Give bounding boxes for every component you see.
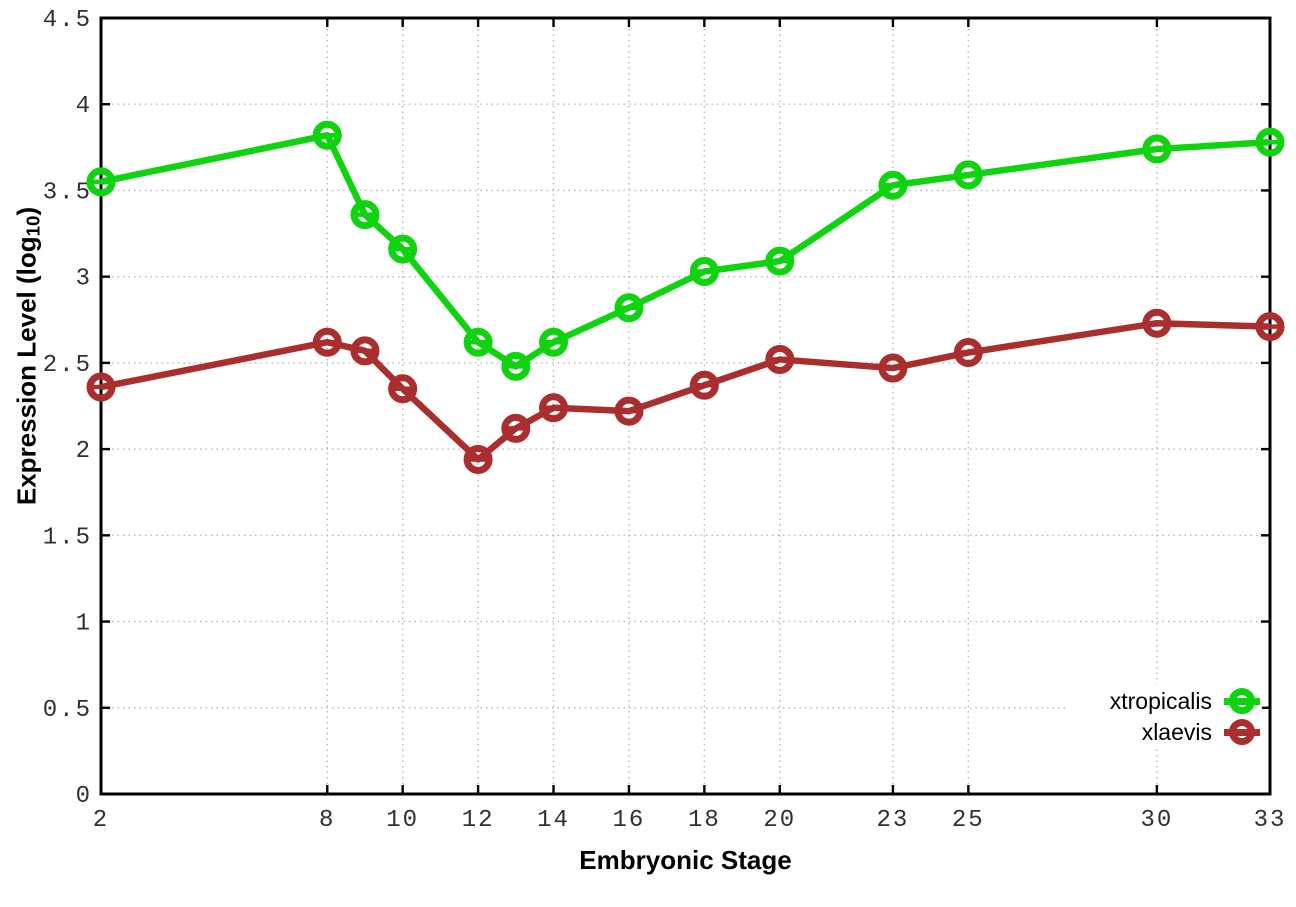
y-tick-label: 3.5 — [43, 179, 92, 206]
data-point-xlaevis — [388, 374, 418, 404]
x-tick-label: 30 — [1140, 807, 1173, 834]
data-point-xtropicalis — [765, 246, 795, 276]
data-point-xlaevis — [953, 338, 983, 368]
data-point-xlaevis — [1142, 308, 1172, 338]
x-tick-label: 10 — [386, 807, 419, 834]
data-point-xlaevis — [689, 370, 719, 400]
data-point-xtropicalis — [878, 170, 908, 200]
data-point-xtropicalis — [953, 160, 983, 190]
y-tick-label: 2 — [76, 438, 92, 465]
data-point-xlaevis — [463, 444, 493, 474]
legend: xtropicalis xlaevis — [1065, 684, 1262, 749]
plot-border — [99, 16, 1272, 796]
data-point-xlaevis — [878, 353, 908, 383]
data-point-xtropicalis — [539, 327, 569, 357]
x-tick-label: 8 — [319, 807, 335, 834]
y-tick-label: 2.5 — [43, 352, 92, 379]
data-point-xtropicalis — [501, 351, 531, 381]
data-point-xlaevis — [86, 372, 116, 402]
legend-entry-xlaevis: xlaevis — [1142, 719, 1260, 745]
data-point-xtropicalis — [1255, 127, 1285, 157]
x-tick-label: 23 — [876, 807, 909, 834]
y-axis-title: Expression Level (log10) — [11, 207, 44, 506]
legend-label-xtropicalis: xtropicalis — [1109, 688, 1212, 714]
data-point-xtropicalis — [463, 327, 493, 357]
data-point-xlaevis — [765, 344, 795, 374]
x-tick-label: 20 — [763, 807, 796, 834]
y-tick-label: 4 — [76, 93, 92, 120]
x-tick-label: 18 — [688, 807, 721, 834]
y-tick-label: 4.5 — [43, 7, 92, 34]
x-tick-label: 2 — [93, 807, 109, 834]
x-tick-label: 25 — [952, 807, 985, 834]
y-tick-label: 1.5 — [43, 524, 92, 551]
y-tick-label: 0 — [76, 783, 92, 810]
y-axis-title-text: Expression Level (log — [11, 236, 42, 506]
legend-ring-sample-icon — [1229, 688, 1255, 714]
data-point-xlaevis — [614, 396, 644, 426]
data-point-xtropicalis — [388, 234, 418, 264]
y-tick-label: 3 — [76, 266, 92, 293]
y-tick-label: 0.5 — [43, 697, 92, 724]
legend-marker-xlaevis — [1224, 718, 1260, 746]
x-tick-label: 14 — [537, 807, 570, 834]
data-point-xtropicalis — [614, 293, 644, 323]
x-tick-label: 16 — [613, 807, 646, 834]
legend-marker-xtropicalis — [1224, 687, 1260, 715]
data-point-xlaevis — [312, 327, 342, 357]
legend-ring-sample-icon — [1229, 719, 1255, 745]
data-point-xlaevis — [350, 336, 380, 366]
data-point-xtropicalis — [689, 256, 719, 286]
data-point-xtropicalis — [1142, 134, 1172, 164]
legend-label-xlaevis: xlaevis — [1141, 719, 1212, 745]
x-tick-label: 33 — [1254, 807, 1287, 834]
x-axis-title: Embryonic Stage — [579, 845, 792, 875]
data-point-xlaevis — [539, 393, 569, 423]
data-point-xtropicalis — [312, 120, 342, 150]
legend-entry-xtropicalis: xtropicalis — [1110, 688, 1260, 714]
y-axis-title-subscript: 10 — [22, 215, 44, 237]
y-tick-label: 1 — [76, 611, 92, 638]
data-point-xtropicalis — [350, 200, 380, 230]
data-point-xlaevis — [1255, 312, 1285, 342]
x-tick-label: 12 — [462, 807, 495, 834]
series-line-xlaevis — [100, 319, 1271, 463]
data-point-xlaevis — [501, 413, 531, 443]
data-point-xtropicalis — [86, 167, 116, 197]
